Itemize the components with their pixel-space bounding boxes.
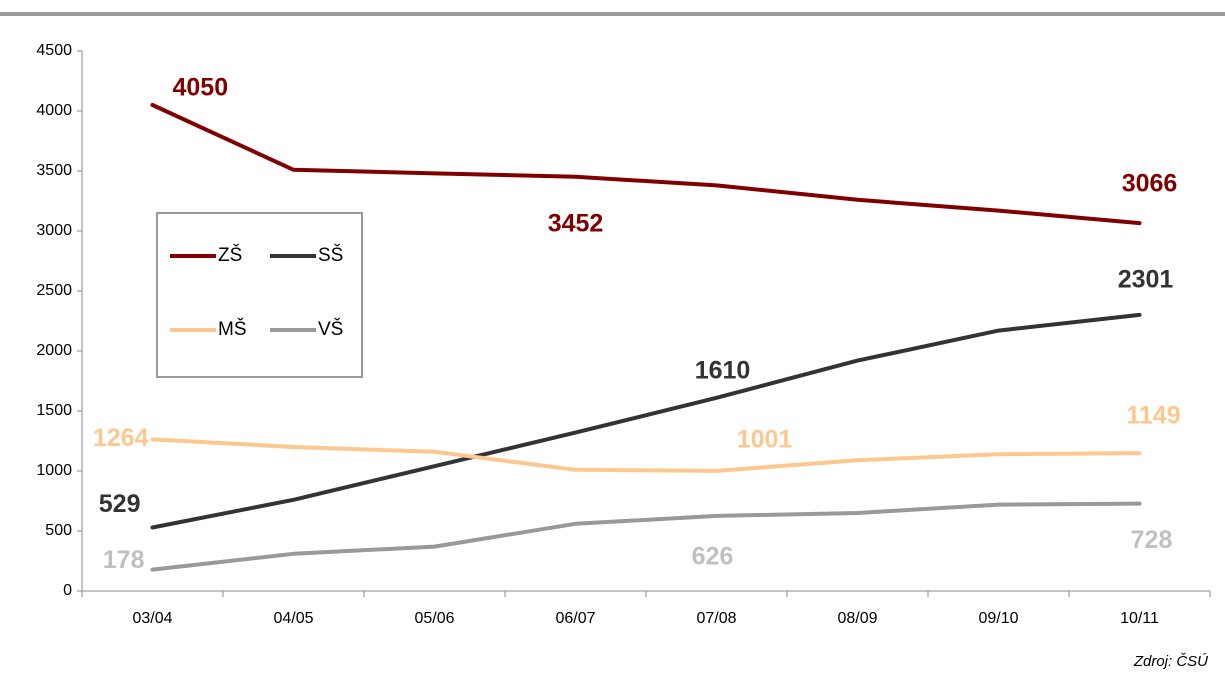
data-label: 1264 [93, 424, 149, 452]
data-label: 626 [692, 542, 734, 570]
data-label: 3066 [1122, 170, 1178, 198]
x-tick-label: 05/06 [414, 610, 454, 627]
x-tick-label: 07/08 [696, 610, 736, 627]
x-tick-label: 04/05 [273, 610, 313, 627]
y-tick-label: 4000 [36, 102, 72, 119]
y-tick-label: 1000 [36, 462, 72, 479]
data-label: 529 [99, 490, 141, 518]
series-line [150, 103, 1142, 226]
source: Zdroj: ČSÚ [1133, 653, 1208, 670]
y-tick-label: 1500 [36, 402, 72, 419]
legend-label: VŠ [318, 318, 343, 340]
legend-label: MŠ [218, 318, 247, 340]
y-tick-label: 2000 [36, 342, 72, 359]
data-label: 4050 [173, 74, 229, 102]
legend-box [156, 212, 363, 378]
data-label: 1001 [737, 425, 793, 453]
y-tick-label: 3000 [36, 222, 72, 239]
series-line [150, 437, 1142, 473]
data-label: 728 [1131, 526, 1173, 554]
x-tick-label: 08/09 [837, 610, 877, 627]
x-tick-label: 09/10 [978, 610, 1018, 627]
y-tick-label: 2500 [36, 282, 72, 299]
x-tick-label: 10/11 [1120, 610, 1159, 627]
legend-label: SŠ [318, 244, 343, 266]
top-rule [0, 12, 1225, 16]
legend-label: ZŠ [218, 244, 242, 266]
data-label: 178 [103, 546, 145, 574]
y-tick-label: 500 [45, 522, 72, 539]
series-line [150, 312, 1142, 530]
y-tick-label: 0 [63, 582, 72, 599]
x-tick-label: 03/04 [132, 610, 172, 627]
y-tick-label: 4500 [36, 42, 72, 59]
data-label: 1610 [695, 356, 751, 384]
data-label: 1149 [1126, 402, 1180, 430]
data-label: 3452 [548, 209, 604, 237]
x-tick-label: 06/07 [555, 610, 595, 627]
y-tick-label: 3500 [36, 162, 72, 179]
data-label: 2301 [1118, 265, 1174, 293]
series-line [150, 501, 1142, 572]
